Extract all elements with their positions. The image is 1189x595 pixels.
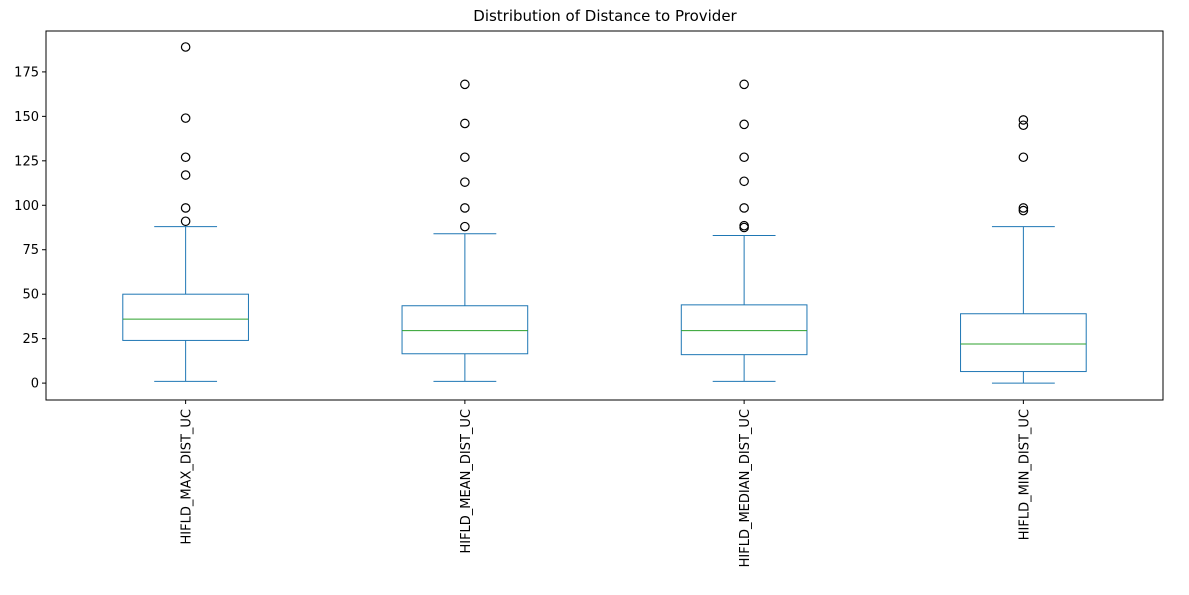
box-group: [960, 115, 1087, 384]
outlier-point: [1018, 203, 1029, 213]
outlier-point: [460, 177, 470, 187]
y-tick-label: 100: [14, 199, 39, 214]
y-tick-label: 125: [14, 154, 39, 169]
outlier-point: [460, 152, 470, 163]
x-axis: HIFLD_MAX_DIST_UC HIFLD_MEAN_DIST_UC HIFLD…: [180, 400, 1032, 567]
x-tick-label: HIFLD_MEAN_DIST_UC: [459, 409, 474, 554]
outlier-point: [739, 203, 749, 213]
outlier-point: [739, 222, 749, 233]
outlier-point: [180, 42, 191, 52]
plot-frame: [45, 30, 1164, 401]
outlier-point: [1018, 120, 1029, 131]
x-tick-label: HIFLD_MEDIAN_DIST_UC: [738, 409, 753, 567]
outlier-point: [180, 113, 191, 123]
outlier-point: [739, 152, 749, 163]
outlier-point: [460, 118, 470, 129]
box-group: [680, 79, 808, 382]
outlier-point: [739, 79, 749, 90]
box-series: [122, 42, 1087, 384]
outlier-point: [739, 176, 749, 187]
outlier-point: [739, 119, 749, 130]
x-tick-label: HIFLD_MAX_DIST_UC: [180, 409, 195, 544]
outlier-point: [180, 216, 191, 227]
y-tick-label: 0: [31, 377, 39, 392]
outlier-point: [180, 152, 191, 163]
outlier-point: [180, 203, 191, 213]
chart-title: Distribution of Distance to Provider: [473, 7, 737, 25]
outlier-point: [460, 79, 470, 90]
outlier-point: [460, 221, 470, 232]
box-group: [122, 42, 249, 382]
outlier-point: [1018, 115, 1029, 125]
y-axis: 0 25 50 75 100 125 150 175: [14, 65, 46, 392]
outlier-point: [460, 203, 470, 213]
y-tick-label: 150: [14, 110, 39, 125]
box-iqr: [122, 293, 249, 341]
box-iqr: [960, 313, 1087, 373]
outlier-point: [1018, 205, 1029, 216]
y-tick-label: 25: [22, 332, 39, 347]
y-tick-label: 175: [14, 65, 39, 80]
x-tick-label: HIFLD_MIN_DIST_UC: [1017, 409, 1032, 540]
y-tick-label: 50: [22, 288, 39, 303]
box-iqr: [401, 305, 529, 355]
outlier-point: [1018, 152, 1029, 163]
y-tick-label: 75: [22, 243, 39, 258]
outlier-point: [180, 170, 191, 180]
box-iqr: [680, 304, 808, 356]
box-group: [401, 79, 529, 382]
